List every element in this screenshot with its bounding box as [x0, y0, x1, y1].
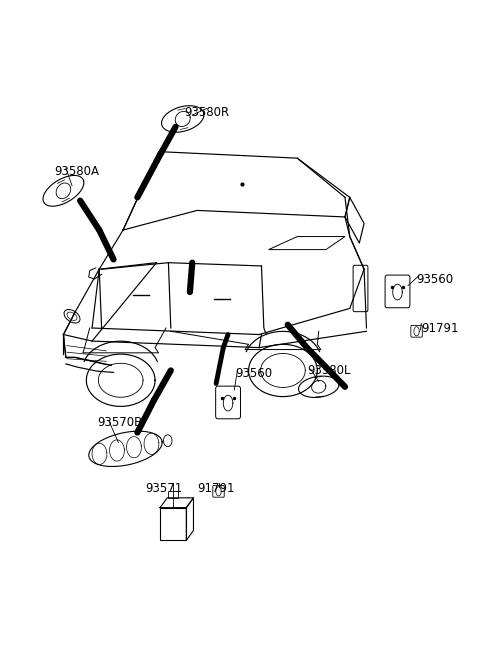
Text: 91791: 91791	[421, 321, 459, 335]
Text: 93570B: 93570B	[97, 416, 142, 429]
Bar	[160, 508, 186, 541]
Text: 93571: 93571	[145, 482, 182, 495]
Text: 93580L: 93580L	[307, 364, 350, 377]
Text: 93580A: 93580A	[54, 165, 99, 178]
Text: 93560: 93560	[417, 272, 454, 285]
Text: 93560: 93560	[235, 367, 272, 380]
Bar	[168, 491, 178, 498]
Text: 91791: 91791	[197, 482, 235, 495]
Text: 93580R: 93580R	[184, 106, 229, 119]
